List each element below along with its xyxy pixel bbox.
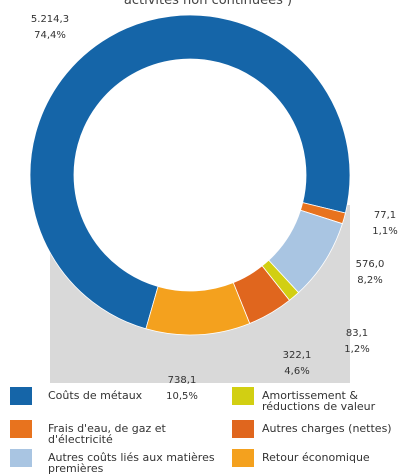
percentage-label: 10,5% <box>166 391 198 402</box>
legend-label: Retour économique <box>262 451 370 464</box>
legend-label: Amortissement & réductions de valeur <box>262 389 376 413</box>
value-label: 77,1 <box>374 210 396 221</box>
legend-label: Frais d'eau, de gaz et d'électricité <box>48 422 166 446</box>
chart-title: activités non continuées ) <box>124 0 292 8</box>
percentage-label: 4,6% <box>284 366 309 377</box>
percentage-label: 74,4% <box>34 30 66 41</box>
donut-backdrop <box>32 17 348 333</box>
value-label: 83,1 <box>346 328 368 339</box>
legend-label: Autres coûts liés aux matières premières <box>48 451 215 475</box>
percentage-label: 8,2% <box>357 275 382 286</box>
legend-swatch <box>10 449 32 467</box>
slice <box>29 14 351 330</box>
value-label: 5.214,3 <box>31 14 69 25</box>
legend-swatch <box>10 387 32 405</box>
value-label: 322,1 <box>283 350 312 361</box>
legend-swatch <box>232 449 254 467</box>
legend-swatch <box>232 387 254 405</box>
percentage-label: 1,1% <box>372 226 397 237</box>
legend-swatch <box>10 420 32 438</box>
legend-label: Autres charges (nettes) <box>262 422 392 435</box>
value-label: 738,1 <box>168 375 197 386</box>
percentage-label: 1,2% <box>344 344 369 355</box>
slice <box>145 282 251 336</box>
legend-swatch <box>232 420 254 438</box>
legend-label: Coûts de métaux <box>48 389 143 402</box>
value-label: 576,0 <box>356 259 385 270</box>
